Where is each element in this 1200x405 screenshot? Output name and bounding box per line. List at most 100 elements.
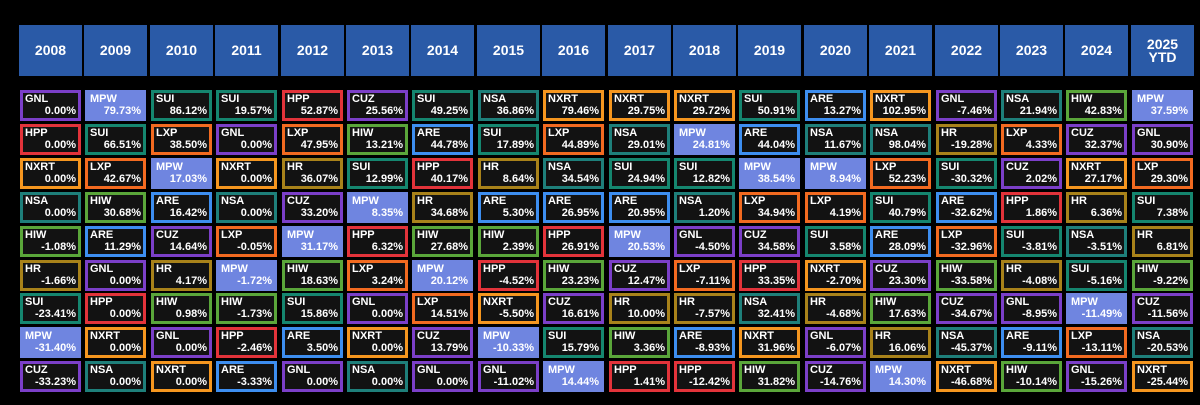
return-value: -31.40% — [35, 342, 76, 354]
ticker-label: LXP — [156, 127, 178, 139]
return-value: 14.30% — [888, 376, 926, 388]
return-cell: HIW 27.68% — [412, 226, 473, 257]
ticker-label: SUI — [156, 93, 175, 105]
ticker-label: MPW — [810, 161, 837, 173]
ticker-label: HIW — [1071, 93, 1093, 105]
return-cell: NXRT 0.00% — [20, 158, 81, 189]
return-cell: HR -4.68% — [805, 293, 866, 324]
return-cell: SUI 15.79% — [543, 327, 604, 358]
ticker-label: CUZ — [941, 296, 964, 308]
return-cell: MPW 20.53% — [609, 226, 670, 257]
ticker-label: SUI — [1137, 195, 1156, 207]
return-cell: GNL 0.00% — [151, 327, 212, 358]
ticker-label: GNL — [483, 364, 507, 376]
ticker-label: SUI — [941, 161, 960, 173]
return-cell: ARE -32.62% — [936, 192, 997, 223]
return-value: 66.51% — [103, 139, 141, 151]
return-value: 31.17% — [300, 241, 338, 253]
ticker-label: SUI — [810, 229, 829, 241]
ticker-label: HR — [810, 296, 826, 308]
return-cell: CUZ 12.47% — [609, 260, 670, 291]
ticker-label: GNL — [679, 229, 703, 241]
return-value: 8.35% — [371, 207, 403, 219]
return-value: 37.59% — [1150, 105, 1188, 117]
ticker-label: HIW — [287, 263, 309, 275]
return-value: 0.00% — [44, 207, 76, 219]
return-value: 30.68% — [103, 207, 141, 219]
ticker-label: MPW — [679, 127, 706, 139]
return-cell: NSA 0.00% — [216, 192, 277, 223]
return-cell: CUZ 23.30% — [870, 260, 931, 291]
return-value: 79.73% — [103, 105, 141, 117]
ticker-label: HPP — [90, 296, 113, 308]
return-cell: MPW 79.73% — [85, 90, 146, 121]
return-cell: GNL -8.95% — [1001, 293, 1062, 324]
return-value: -20.53% — [1147, 342, 1188, 354]
ticker-label: HIW — [90, 195, 112, 207]
ticker-label: LXP — [417, 296, 439, 308]
return-value: 52.87% — [300, 105, 338, 117]
return-value: 7.38% — [1156, 207, 1188, 219]
year-header: 2022 — [935, 25, 998, 76]
return-cell: SUI 12.82% — [674, 158, 735, 189]
ticker-label: GNL — [221, 127, 245, 139]
return-cell: HIW 0.98% — [151, 293, 212, 324]
return-cell: ARE 44.04% — [739, 124, 800, 155]
return-value: -7.46% — [957, 105, 992, 117]
ticker-label: SUI — [483, 127, 502, 139]
return-cell: MPW -11.49% — [1066, 293, 1127, 324]
return-value: 36.86% — [496, 105, 534, 117]
return-cell: ARE -9.11% — [1001, 327, 1062, 358]
return-value: -19.28% — [951, 139, 992, 151]
return-cell: GNL 30.90% — [1132, 124, 1193, 155]
year-header: 2017 — [608, 25, 671, 76]
return-cell: HR 6.81% — [1132, 226, 1193, 257]
ticker-label: SUI — [614, 161, 633, 173]
year-header: 2023 — [1000, 25, 1063, 76]
return-cell: HR -1.66% — [20, 260, 81, 291]
return-cell: HIW -10.14% — [1001, 361, 1062, 392]
return-value: 8.94% — [829, 173, 861, 185]
return-value: -14.76% — [820, 376, 861, 388]
return-value: -10.14% — [1016, 376, 1057, 388]
return-cell: MPW 14.44% — [543, 361, 604, 392]
return-cell: MPW 37.59% — [1132, 90, 1193, 121]
return-cell: GNL -15.26% — [1066, 361, 1127, 392]
return-cell: LXP -7.11% — [674, 260, 735, 291]
ticker-label: HIW — [614, 330, 636, 342]
ticker-label: CUZ — [25, 364, 48, 376]
return-value: 14.64% — [169, 241, 207, 253]
ticker-label: HIW — [221, 296, 243, 308]
return-value: 29.75% — [627, 105, 665, 117]
ticker-label: NXRT — [744, 330, 774, 342]
return-value: 5.30% — [502, 207, 534, 219]
return-value: -3.81% — [1022, 241, 1057, 253]
ticker-label: SUI — [679, 161, 698, 173]
return-cell: MPW 17.03% — [151, 158, 212, 189]
return-value: 0.00% — [175, 342, 207, 354]
return-cell: SUI 24.94% — [609, 158, 670, 189]
ticker-label: HR — [614, 296, 630, 308]
ticker-label: SUI — [221, 93, 240, 105]
ticker-label: ARE — [483, 195, 507, 207]
return-cell: HPP 26.91% — [543, 226, 604, 257]
return-cell: NXRT -5.50% — [478, 293, 539, 324]
return-cell: NXRT 29.75% — [609, 90, 670, 121]
ticker-label: MPW — [352, 195, 379, 207]
return-value: 31.96% — [757, 342, 795, 354]
year-header: 2018 — [673, 25, 736, 76]
return-cell: GNL -11.02% — [478, 361, 539, 392]
return-value: 40.79% — [888, 207, 926, 219]
return-cell: LXP 42.67% — [85, 158, 146, 189]
return-value: -9.22% — [1153, 275, 1188, 287]
ticker-label: MPW — [287, 229, 314, 241]
return-cell: GNL 0.00% — [216, 124, 277, 155]
return-cell: HPP 0.00% — [20, 124, 81, 155]
return-value: 32.37% — [1084, 139, 1122, 151]
ticker-label: HR — [1137, 229, 1153, 241]
year-header: 2016 — [542, 25, 605, 76]
return-value: -12.42% — [689, 376, 730, 388]
return-value: 0.00% — [306, 376, 338, 388]
year-header: 2011 — [215, 25, 278, 76]
year-header: 2015 — [477, 25, 540, 76]
